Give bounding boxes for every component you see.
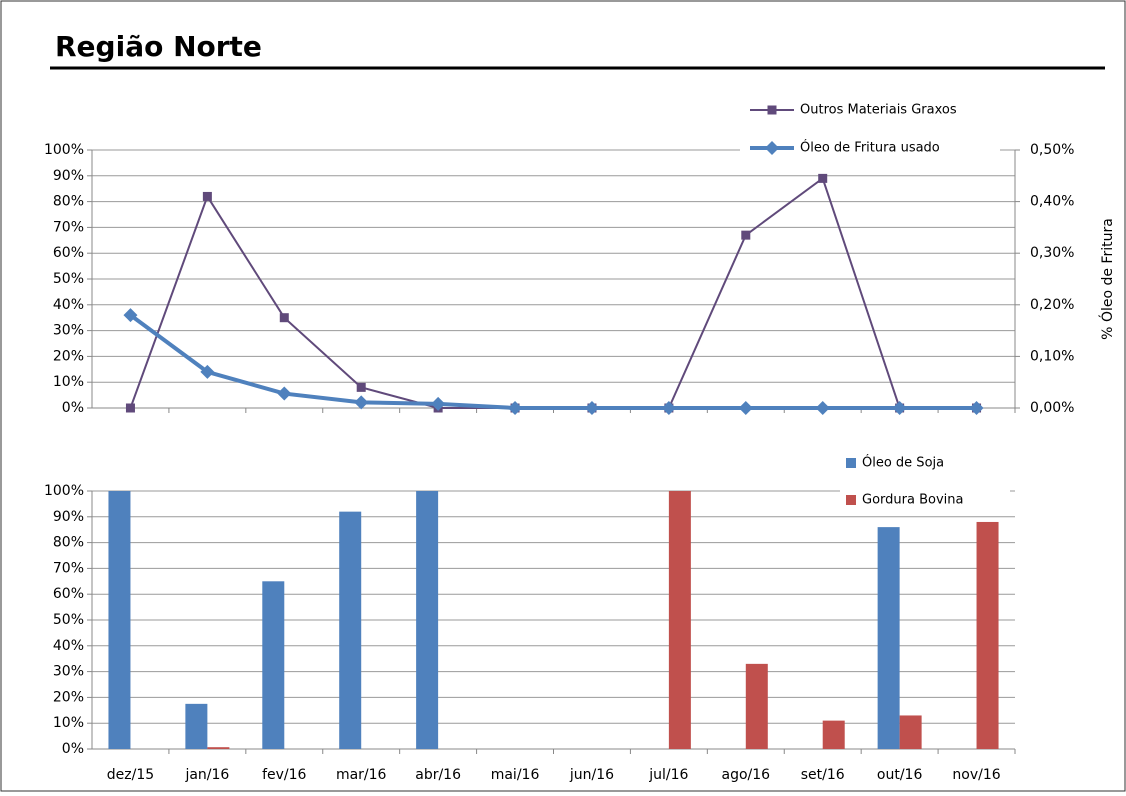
x-tick-label: dez/15 xyxy=(107,767,154,783)
legend-bg xyxy=(840,449,1010,477)
marker xyxy=(356,382,366,392)
marker xyxy=(125,403,135,413)
x-tick-label: fev/16 xyxy=(262,767,306,783)
y-tick-label: 40% xyxy=(53,638,84,654)
x-tick-label: jan/16 xyxy=(184,767,229,783)
y-tick-label: 0% xyxy=(62,400,84,416)
x-tick-label: jul/16 xyxy=(648,767,688,783)
y-tick-label: 40% xyxy=(53,297,84,313)
marker xyxy=(123,308,138,323)
legend-swatch xyxy=(846,495,856,505)
y2-tick-label: 0,30% xyxy=(1030,245,1074,261)
marker xyxy=(431,396,446,411)
y2-axis-label: % Óleo de Fritura xyxy=(1098,218,1116,340)
legend-swatch xyxy=(846,458,856,468)
bar xyxy=(668,491,691,749)
y-tick-label: 10% xyxy=(53,374,84,390)
y-tick-label: 50% xyxy=(53,271,84,287)
y-tick-label: 0% xyxy=(62,741,84,757)
y-tick-label: 80% xyxy=(53,194,84,210)
bar xyxy=(822,720,845,749)
marker xyxy=(200,364,215,379)
y2-tick-label: 0,40% xyxy=(1030,194,1074,210)
y-tick-label: 30% xyxy=(53,664,84,680)
marker xyxy=(508,401,523,415)
bar xyxy=(877,527,900,749)
bar xyxy=(207,747,230,749)
y2-tick-label: 0,50% xyxy=(1030,142,1074,158)
marker xyxy=(738,401,753,415)
line-series xyxy=(129,313,977,410)
y2-tick-label: 0,10% xyxy=(1030,348,1074,364)
bar xyxy=(339,511,362,749)
marker xyxy=(892,401,907,415)
x-tick-label: mar/16 xyxy=(336,767,387,783)
y-tick-label: 10% xyxy=(53,715,84,731)
bar xyxy=(416,491,439,749)
marker xyxy=(202,191,212,201)
x-tick-label: jun/16 xyxy=(569,767,614,783)
marker xyxy=(279,313,289,323)
y-tick-label: 70% xyxy=(53,560,84,576)
legend-bg xyxy=(840,486,1010,514)
y2-tick-label: 0,20% xyxy=(1030,297,1074,313)
legend-label: Óleo de Soja xyxy=(862,455,944,471)
bar xyxy=(899,715,922,749)
marker xyxy=(661,401,676,415)
y-tick-label: 80% xyxy=(53,535,84,551)
x-tick-label: out/16 xyxy=(877,767,923,783)
marker xyxy=(741,230,751,240)
y-tick-label: 20% xyxy=(53,689,84,705)
marker xyxy=(767,105,777,115)
marker xyxy=(969,401,984,415)
x-tick-label: set/16 xyxy=(801,767,845,783)
y-tick-label: 100% xyxy=(44,142,84,158)
y-tick-label: 90% xyxy=(53,168,84,184)
bar xyxy=(976,521,999,749)
bar xyxy=(262,581,285,749)
marker xyxy=(354,395,369,410)
y-tick-label: 90% xyxy=(53,509,84,525)
y-tick-label: 30% xyxy=(53,323,84,339)
marker xyxy=(765,141,779,155)
bar xyxy=(185,703,208,749)
bar xyxy=(745,663,768,749)
y-tick-label: 70% xyxy=(53,219,84,235)
y-tick-label: 60% xyxy=(53,586,84,602)
legend-label: Óleo de Fritura usado xyxy=(800,140,940,156)
y-tick-label: 60% xyxy=(53,245,84,261)
page-title: Região Norte xyxy=(55,30,262,63)
marker xyxy=(815,401,830,415)
legend-label: Gordura Bovina xyxy=(862,493,963,508)
bar xyxy=(108,491,131,749)
marker xyxy=(277,386,292,401)
marker xyxy=(584,401,599,415)
y-tick-label: 20% xyxy=(53,348,84,364)
legend-label: Outros Materiais Graxos xyxy=(800,103,957,118)
x-tick-label: nov/16 xyxy=(952,767,1000,783)
x-tick-label: abr/16 xyxy=(415,767,461,783)
marker xyxy=(818,173,828,183)
y-tick-label: 100% xyxy=(44,483,84,499)
x-tick-label: mai/16 xyxy=(491,767,540,783)
x-tick-label: ago/16 xyxy=(722,767,771,783)
y2-tick-label: 0,00% xyxy=(1030,400,1074,416)
y-tick-label: 50% xyxy=(53,612,84,628)
